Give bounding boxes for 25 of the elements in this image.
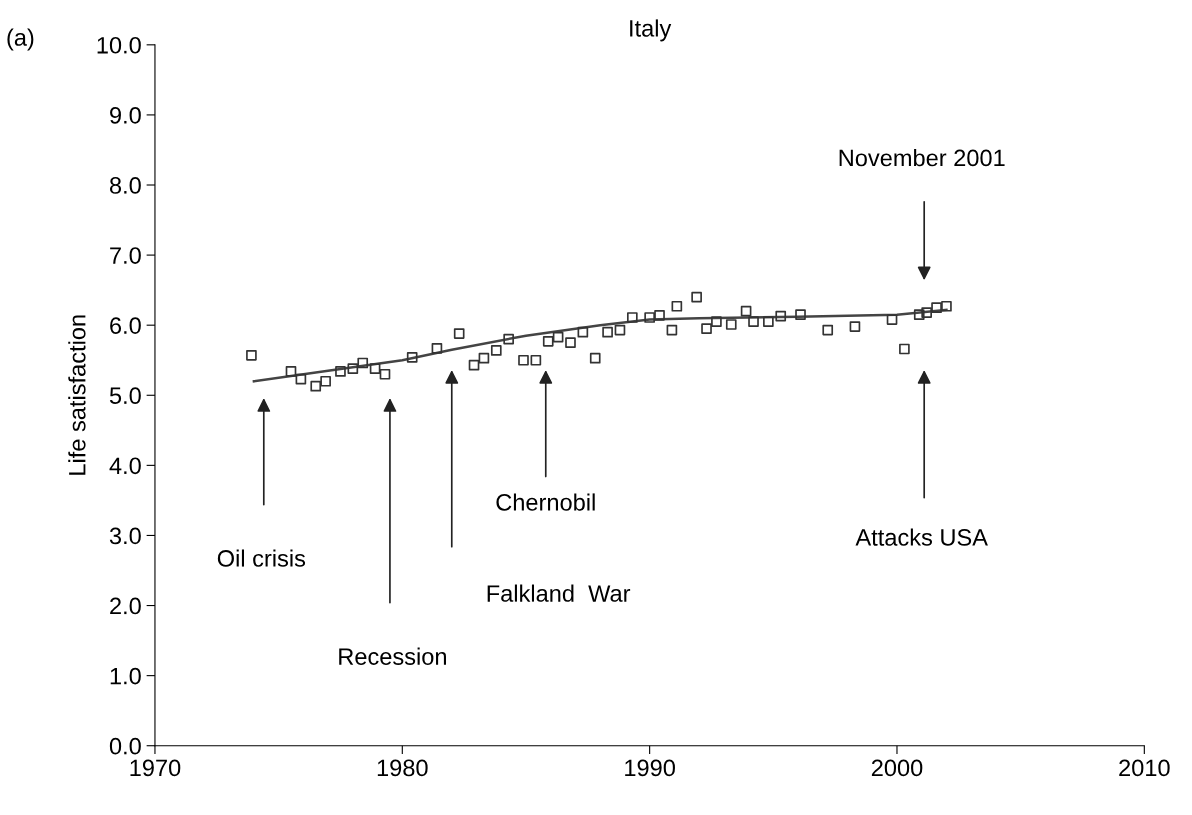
x-tick-label: 1990 <box>625 759 675 777</box>
annotation: Falkland War <box>487 584 631 602</box>
x-tick-label: 1970 <box>130 759 181 777</box>
annotation: Chernobil <box>496 493 595 511</box>
chart-title: Italy <box>630 19 672 42</box>
y-tick-label: 4.0 <box>109 457 141 475</box>
y-tick-label: 1.0 <box>110 667 141 685</box>
y-tick-label: 5.0 <box>109 387 141 405</box>
annotation: Attacks USA <box>855 528 988 546</box>
annotation: Oil crisis <box>217 549 306 567</box>
y-tick-label: 3.0 <box>109 527 141 545</box>
y-tick-label: 0.0 <box>109 737 141 755</box>
x-tick-label: 2000 <box>871 759 923 777</box>
x-tick-label: 2010 <box>1119 759 1170 777</box>
y-tick-label: 10.0 <box>97 36 141 54</box>
x-tick-label: 1980 <box>377 759 428 777</box>
y-tick-label: 9.0 <box>110 106 141 124</box>
y-tick-label: 2.0 <box>110 597 141 615</box>
text: (a) <box>7 28 34 51</box>
y-axis-title: Life satisfaction <box>68 315 86 475</box>
y-tick-label: 8.0 <box>109 177 141 194</box>
annotation: November 2001 <box>839 148 1005 167</box>
annotation: Recession <box>339 647 446 665</box>
y-tick-label: 6.0 <box>110 317 141 334</box>
y-tick-label: 7.0 <box>110 247 141 264</box>
